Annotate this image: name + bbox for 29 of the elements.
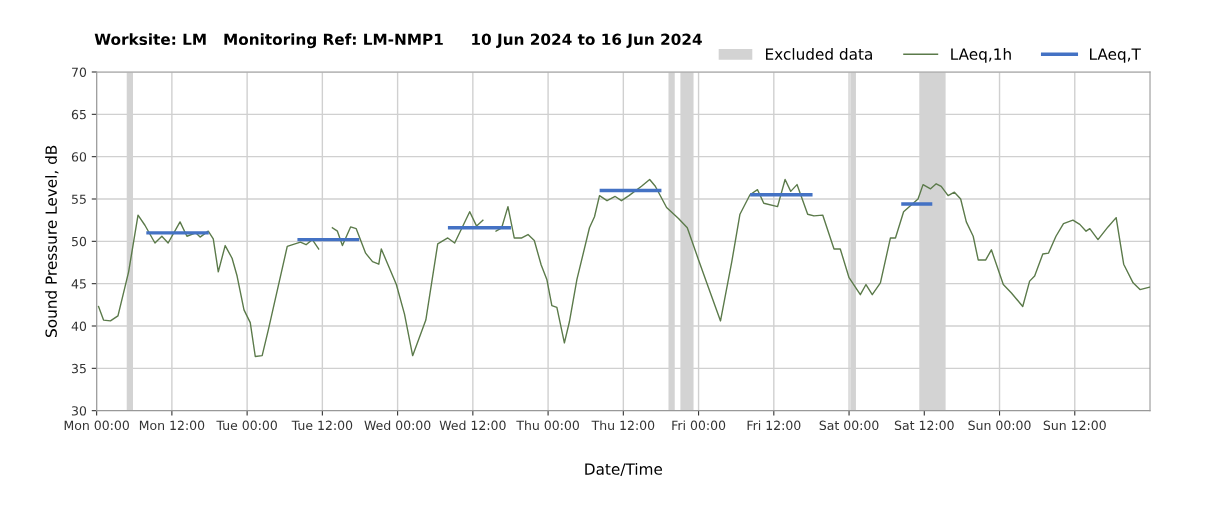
x-tick-label: Fri 00:00: [672, 420, 726, 431]
y-tick-label: 60: [71, 152, 87, 162]
y-tick-label: 35: [71, 363, 86, 374]
x-tick-label: Sun 12:00: [1043, 420, 1106, 431]
y-tick-label: 40: [71, 321, 87, 331]
x-axis-title: Date/Time: [585, 463, 663, 477]
legend-label: Excluded data: [766, 48, 872, 60]
y-tick-label: 30: [71, 406, 87, 416]
x-tick-label: Sat 12:00: [894, 420, 954, 431]
x-tick-label: Mon 12:00: [139, 420, 205, 431]
y-tick-label: 70: [72, 67, 87, 77]
y-tick-label: 55: [71, 194, 86, 204]
x-tick-label: Wed 00:00: [364, 420, 431, 431]
x-tick-label: Tue 00:00: [216, 420, 277, 431]
legend-label: LAeq,T: [1090, 48, 1141, 63]
x-tick-label: Thu 00:00: [516, 420, 579, 431]
x-tick-label: Sun 00:00: [968, 420, 1031, 431]
y-tick-label: 45: [71, 279, 86, 289]
y-axis-title: Sound Pressure Level, dB: [45, 145, 59, 337]
y-tick-label: 50: [71, 236, 87, 247]
x-tick-label: Mon 00:00: [64, 420, 129, 431]
x-tick-label: Tue 12:00: [291, 420, 353, 431]
legend-label: LAeq,1h: [951, 48, 1011, 63]
y-tick-label: 65: [71, 109, 86, 120]
chart-title: Worksite: LM Monitoring Ref: LM-NMP1 10 Jun 2024 to 16 Jun 2024: [94, 33, 702, 49]
x-tick-label: Wed 12:00: [439, 420, 506, 431]
x-tick-label: Fri 12:00: [747, 420, 801, 431]
x-tick-label: Sat 00:00: [819, 420, 879, 431]
x-tick-label: Thu 12:00: [591, 420, 655, 431]
